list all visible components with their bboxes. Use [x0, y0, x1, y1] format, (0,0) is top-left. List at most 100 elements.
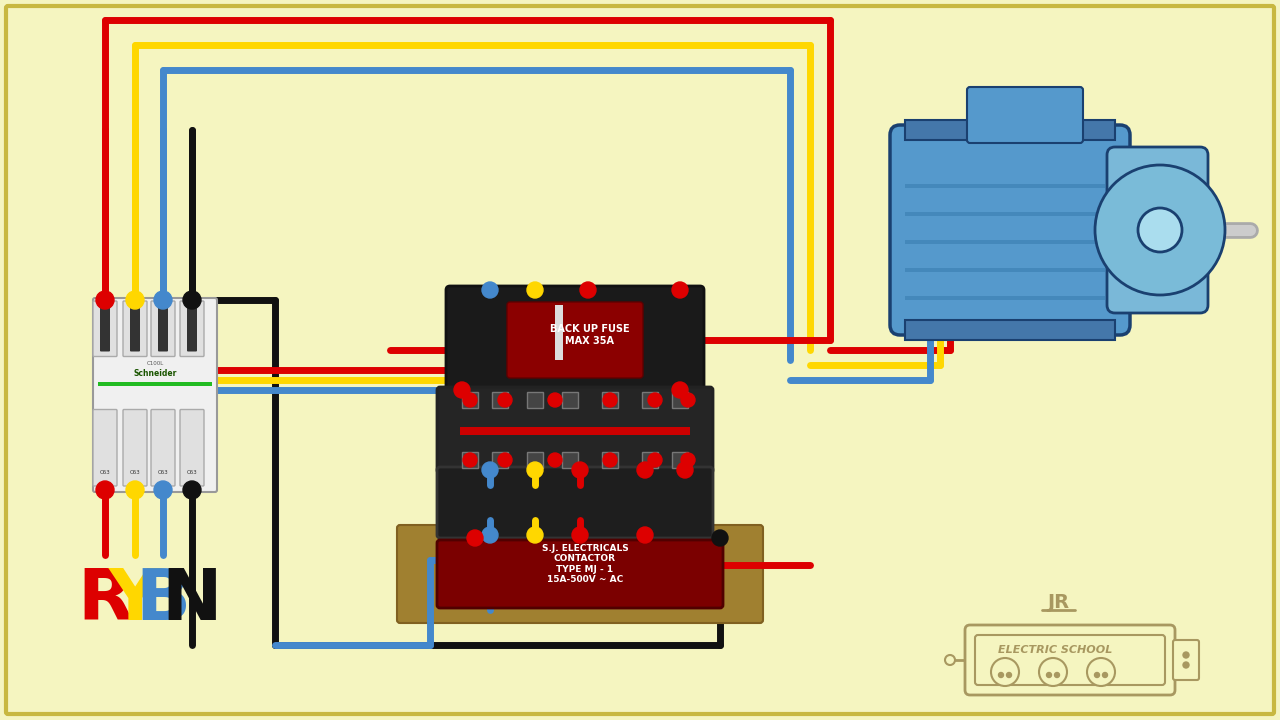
Bar [905, 268, 1105, 272]
Circle shape [96, 481, 114, 499]
Circle shape [1138, 208, 1181, 252]
Circle shape [681, 393, 695, 407]
Circle shape [1087, 658, 1115, 686]
Bar [460, 427, 690, 435]
Bar [602, 392, 618, 408]
Bar [462, 452, 477, 468]
FancyBboxPatch shape [890, 125, 1130, 335]
FancyBboxPatch shape [975, 635, 1165, 685]
Bar [527, 392, 543, 408]
FancyBboxPatch shape [966, 87, 1083, 143]
Circle shape [467, 530, 483, 546]
Circle shape [125, 481, 145, 499]
Bar [905, 120, 1115, 140]
Circle shape [183, 481, 201, 499]
FancyBboxPatch shape [123, 301, 147, 356]
FancyBboxPatch shape [157, 304, 168, 351]
Circle shape [1055, 672, 1060, 678]
Circle shape [483, 282, 498, 298]
Text: Y: Y [109, 565, 161, 634]
Circle shape [681, 453, 695, 467]
Circle shape [548, 453, 562, 467]
FancyBboxPatch shape [93, 298, 218, 492]
Circle shape [580, 282, 596, 298]
Text: C63: C63 [129, 469, 141, 474]
Text: C63: C63 [187, 469, 197, 474]
Bar [905, 212, 1105, 216]
Circle shape [154, 291, 172, 309]
Circle shape [483, 527, 498, 543]
Circle shape [96, 291, 114, 309]
FancyBboxPatch shape [397, 525, 763, 623]
Text: S.J. ELECTRICALS
CONTACTOR
TYPE MJ - 1
15A-500V ~ AC: S.J. ELECTRICALS CONTACTOR TYPE MJ - 1 1… [541, 544, 628, 584]
FancyBboxPatch shape [131, 304, 140, 351]
Circle shape [548, 393, 562, 407]
Circle shape [527, 527, 543, 543]
FancyBboxPatch shape [93, 301, 116, 356]
Bar [643, 452, 658, 468]
Circle shape [463, 453, 477, 467]
Circle shape [998, 672, 1004, 678]
FancyBboxPatch shape [507, 302, 643, 378]
Bar [905, 184, 1105, 188]
FancyBboxPatch shape [123, 410, 147, 486]
Text: C63: C63 [100, 469, 110, 474]
Bar [672, 392, 689, 408]
Circle shape [672, 282, 689, 298]
Circle shape [1094, 165, 1225, 295]
Circle shape [527, 462, 543, 478]
Bar [672, 452, 689, 468]
Circle shape [1183, 662, 1189, 668]
Circle shape [672, 382, 689, 398]
FancyBboxPatch shape [93, 410, 116, 486]
Circle shape [603, 453, 617, 467]
Circle shape [1047, 672, 1051, 678]
FancyBboxPatch shape [436, 540, 723, 608]
FancyBboxPatch shape [436, 387, 713, 473]
Bar [556, 305, 563, 360]
FancyBboxPatch shape [965, 625, 1175, 695]
Circle shape [572, 527, 588, 543]
Text: N: N [161, 565, 223, 634]
Circle shape [1006, 672, 1011, 678]
Circle shape [1102, 672, 1107, 678]
Text: Schneider: Schneider [133, 369, 177, 378]
Text: JR: JR [1047, 593, 1069, 611]
Bar [527, 452, 543, 468]
Circle shape [125, 291, 145, 309]
Circle shape [677, 462, 692, 478]
Circle shape [1039, 658, 1068, 686]
Circle shape [483, 462, 498, 478]
Text: C63: C63 [157, 469, 169, 474]
Circle shape [183, 291, 201, 309]
Bar [99, 382, 212, 385]
FancyBboxPatch shape [180, 410, 204, 486]
Circle shape [637, 462, 653, 478]
Bar [643, 392, 658, 408]
FancyBboxPatch shape [100, 304, 110, 351]
Bar [602, 452, 618, 468]
Circle shape [648, 453, 662, 467]
FancyBboxPatch shape [1172, 640, 1199, 680]
Text: BACK UP FUSE
MAX 35A: BACK UP FUSE MAX 35A [550, 324, 630, 346]
Circle shape [1183, 652, 1189, 658]
Text: R: R [77, 565, 133, 634]
FancyBboxPatch shape [436, 467, 713, 538]
Circle shape [498, 453, 512, 467]
FancyBboxPatch shape [151, 410, 175, 486]
Circle shape [572, 462, 588, 478]
Circle shape [991, 658, 1019, 686]
Bar [462, 392, 477, 408]
Circle shape [463, 393, 477, 407]
FancyBboxPatch shape [180, 301, 204, 356]
Circle shape [154, 481, 172, 499]
Bar [492, 452, 508, 468]
Bar [562, 452, 579, 468]
Text: B: B [136, 565, 191, 634]
Text: C100L: C100L [146, 361, 164, 366]
FancyBboxPatch shape [445, 286, 704, 394]
FancyBboxPatch shape [151, 301, 175, 356]
Circle shape [945, 655, 955, 665]
FancyBboxPatch shape [1107, 147, 1208, 313]
Circle shape [527, 282, 543, 298]
